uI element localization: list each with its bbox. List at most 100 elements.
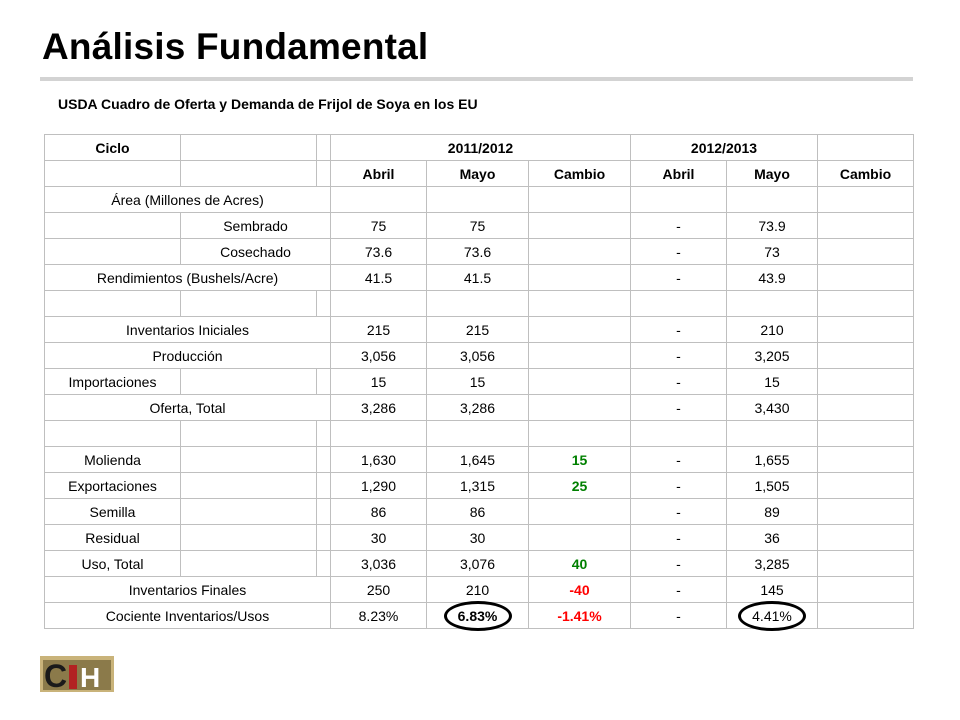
- cell-value: 75: [426, 212, 529, 239]
- cell-value: 41.5: [426, 264, 529, 291]
- cell-value: 3,036: [330, 550, 427, 577]
- supply-demand-table: Ciclo 2011/2012 2012/2013 Abril Mayo Cam…: [44, 134, 914, 631]
- header-row-years: Ciclo 2011/2012 2012/2013: [44, 134, 914, 161]
- cell-value: -: [630, 498, 727, 525]
- cell-value: 8.23%: [330, 602, 427, 629]
- cell-value: -: [630, 394, 727, 421]
- table-row: Residual 30 30 - 36: [44, 524, 914, 551]
- cell-value: -: [630, 576, 727, 603]
- row-label: Sembrado: [180, 212, 331, 239]
- cell-value: 1,290: [330, 472, 427, 499]
- header-mayo-2012: Mayo: [726, 160, 818, 187]
- cell-value: 3,430: [726, 394, 818, 421]
- cell-value: 3,076: [426, 550, 529, 577]
- cell-value: 3,056: [426, 342, 529, 369]
- cell-value: [528, 238, 631, 265]
- cell-value: 3,056: [330, 342, 427, 369]
- cell-value: 30: [330, 524, 427, 551]
- cell-value-text: 4.41%: [752, 607, 792, 624]
- cell-value: 30: [426, 524, 529, 551]
- cell-value: 215: [426, 316, 529, 343]
- row-label: Inventarios Iniciales: [44, 316, 331, 343]
- row-label: Rendimientos (Bushels/Acre): [44, 264, 331, 291]
- table-row: Uso, Total 3,036 3,076 40 - 3,285: [44, 550, 914, 577]
- cih-logo: C H: [40, 656, 114, 692]
- cell-change-positive: 40: [528, 550, 631, 577]
- cell-value: 73.9: [726, 212, 818, 239]
- table-row: Oferta, Total 3,286 3,286 - 3,430: [44, 394, 914, 421]
- cell-value: 86: [426, 498, 529, 525]
- cell-value: -: [630, 550, 727, 577]
- header-cambio-2011: Cambio: [528, 160, 631, 187]
- table-row: Cociente Inventarios/Usos 8.23% 6.83% -1…: [44, 600, 914, 631]
- title-divider: [40, 77, 913, 81]
- cell-change-negative: -1.41%: [528, 602, 631, 629]
- cell-value: 1,505: [726, 472, 818, 499]
- table-row: Exportaciones 1,290 1,315 25 - 1,505: [44, 472, 914, 499]
- cell-value: 43.9: [726, 264, 818, 291]
- cell-change-negative: -40: [528, 576, 631, 603]
- cell-change-positive: 25: [528, 472, 631, 499]
- cell-value: -: [630, 212, 727, 239]
- header-ciclo: Ciclo: [44, 134, 181, 161]
- row-label: Residual: [44, 524, 181, 551]
- header-abril-2012: Abril: [630, 160, 727, 187]
- cell-value: 75: [330, 212, 427, 239]
- cell-value: [528, 498, 631, 525]
- table-row: Cosechado 73.6 73.6 - 73: [44, 238, 914, 265]
- cell-value: 15: [726, 368, 818, 395]
- table-row: Importaciones 15 15 - 15: [44, 368, 914, 395]
- header-row-months: Abril Mayo Cambio Abril Mayo Cambio: [44, 160, 914, 187]
- cell-value: 1,630: [330, 446, 427, 473]
- row-label: Importaciones: [44, 368, 181, 395]
- row-label: Molienda: [44, 446, 181, 473]
- cell-value: 3,285: [726, 550, 818, 577]
- table-subtitle: USDA Cuadro de Oferta y Demanda de Frijo…: [58, 96, 478, 112]
- cell-value: -: [630, 264, 727, 291]
- cell-value: -: [630, 472, 727, 499]
- table-row: Rendimientos (Bushels/Acre) 41.5 41.5 - …: [44, 264, 914, 291]
- table-row: Sembrado 75 75 - 73.9: [44, 212, 914, 239]
- cell-value: -: [630, 342, 727, 369]
- header-mayo-2011: Mayo: [426, 160, 529, 187]
- table-row-blank: [44, 290, 914, 317]
- row-label-area: Área (Millones de Acres): [44, 186, 331, 213]
- cell-value-circled: 6.83%: [426, 600, 529, 631]
- header-year-2012: 2012/2013: [630, 134, 818, 161]
- cell-change-positive: 15: [528, 446, 631, 473]
- cell-value: 86: [330, 498, 427, 525]
- cell-value: 36: [726, 524, 818, 551]
- page-title: Análisis Fundamental: [42, 26, 429, 67]
- cell-value: 73.6: [330, 238, 427, 265]
- row-label: Exportaciones: [44, 472, 181, 499]
- cell-value: 73.6: [426, 238, 529, 265]
- cell-value: 15: [330, 368, 427, 395]
- cell-value: [528, 368, 631, 395]
- cell-value: 1,645: [426, 446, 529, 473]
- cell-value: 250: [330, 576, 427, 603]
- row-label: Cosechado: [180, 238, 331, 265]
- row-label: Inventarios Finales: [44, 576, 331, 603]
- cell-value: 3,286: [330, 394, 427, 421]
- cell-value: -: [630, 316, 727, 343]
- cell-value: 145: [726, 576, 818, 603]
- cell-value: [528, 394, 631, 421]
- cell-value: 1,655: [726, 446, 818, 473]
- cell-value: 215: [330, 316, 427, 343]
- logo-text-c: C: [44, 658, 67, 692]
- cell-value: [528, 524, 631, 551]
- row-label: Oferta, Total: [44, 394, 331, 421]
- header-cambio-2012: Cambio: [817, 160, 914, 187]
- header-year-2011: 2011/2012: [330, 134, 631, 161]
- cell-value: -: [630, 368, 727, 395]
- cell-value: [528, 316, 631, 343]
- cell-value: -: [630, 238, 727, 265]
- table-row-blank: [44, 420, 914, 447]
- table-row: Inventarios Iniciales 215 215 - 210: [44, 316, 914, 343]
- cell-value: 1,315: [426, 472, 529, 499]
- cell-value: 73: [726, 238, 818, 265]
- logo-text-h: H: [80, 662, 100, 692]
- table-row-area: Área (Millones de Acres): [44, 186, 914, 213]
- cell-value: 210: [726, 316, 818, 343]
- cell-value: 3,286: [426, 394, 529, 421]
